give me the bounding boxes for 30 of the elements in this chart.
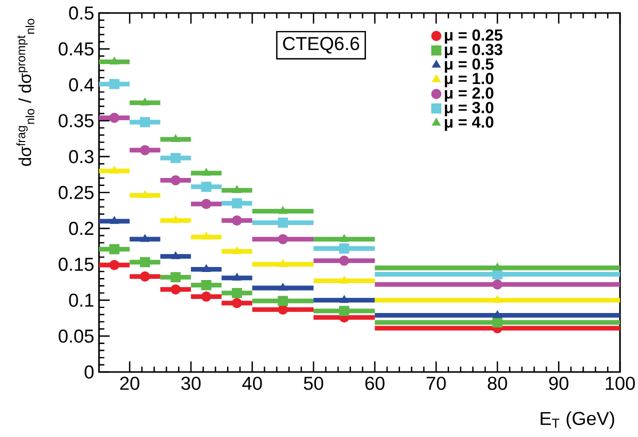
- x-tick-label: 80: [488, 376, 508, 390]
- annotation: CTEQ6.6: [283, 36, 360, 54]
- y-tick-label: 0.45: [58, 42, 94, 56]
- y-tick-label: 0.4: [69, 78, 94, 92]
- x-tick-label: 100: [606, 376, 635, 390]
- y-tick-label: 0.15: [58, 258, 94, 271]
- legend-label: μ = 2.0: [444, 87, 494, 102]
- y-tick-label: 0.5: [69, 6, 94, 20]
- y-tick-label: 0.1: [69, 294, 94, 307]
- x-tick-label: 60: [365, 376, 384, 390]
- legend-label: μ = 1.0: [444, 72, 494, 88]
- legend-label: μ = 4.0: [444, 116, 494, 131]
- x-tick-label: 40: [242, 376, 262, 390]
- x-tick-label: 70: [426, 376, 446, 390]
- x-tick-label: 50: [304, 376, 324, 390]
- x-axis-title: E$_{T}$ (GeV): [540, 411, 614, 429]
- y-tick-label: 0.05: [58, 329, 94, 343]
- x-tick-label: 20: [120, 376, 140, 390]
- x-tick-label: 90: [549, 376, 568, 390]
- y-tick-label: 0.35: [58, 114, 94, 128]
- legend-label: μ = 0.5: [444, 58, 494, 73]
- y-tick-label: 0: [84, 365, 94, 379]
- y-axis-title: dσ$^{frag}$$_{nlo}$ / dσ$^{prompt}$nlo: [16, 18, 34, 166]
- y-tick-label: 0.25: [58, 186, 94, 200]
- legend-label: μ = 0.25: [444, 29, 502, 44]
- y-tick-label: 0.3: [69, 150, 94, 164]
- y-tick-label: 0.2: [69, 222, 94, 236]
- legend-label: μ = 3.0: [444, 102, 494, 116]
- legend-label: μ = 0.33: [444, 44, 502, 58]
- x-tick-label: 30: [181, 376, 201, 390]
